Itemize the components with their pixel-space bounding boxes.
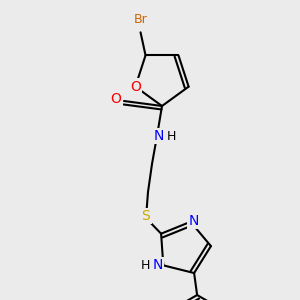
Text: O: O [111,92,122,106]
Text: N: N [152,258,163,272]
Text: Br: Br [134,13,147,26]
Text: H: H [141,259,150,272]
Text: O: O [130,80,141,94]
Text: N: N [188,214,199,228]
Text: S: S [142,209,150,223]
Text: N: N [154,129,164,143]
Text: H: H [166,130,176,142]
